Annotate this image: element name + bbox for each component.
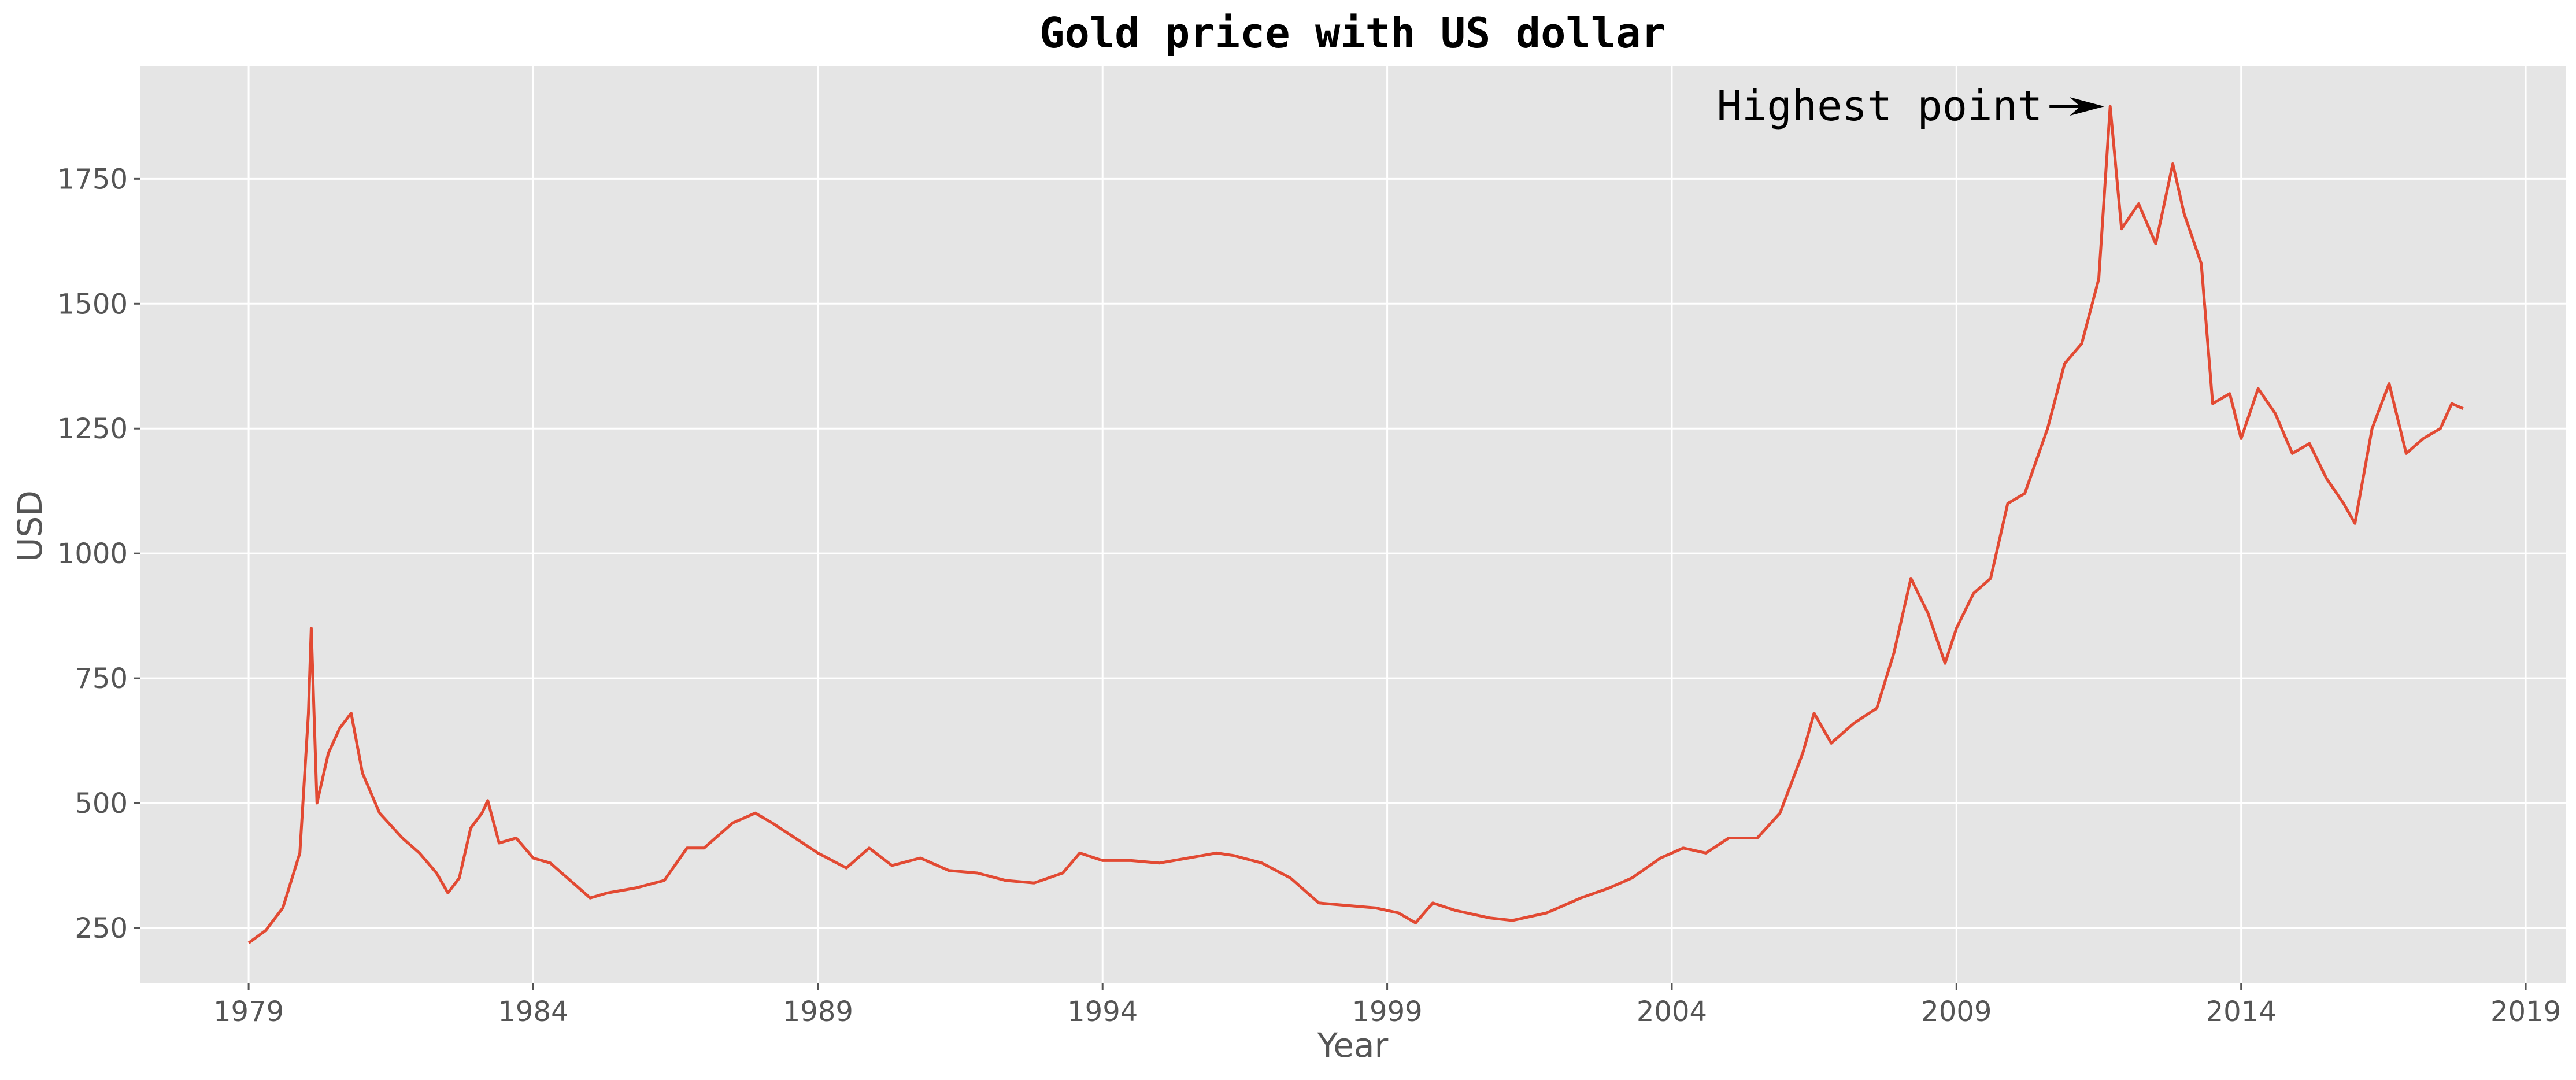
y-tick-label: 1250: [57, 413, 128, 445]
plot-background: [140, 66, 2566, 983]
y-axis-label: USD: [10, 490, 50, 562]
x-axis-ticks: 1979 1984 1989 1994 1999 2004 2009 2014 2019: [213, 983, 2561, 1028]
y-tick-label: 1500: [57, 288, 128, 320]
x-tick-label: 2009: [1921, 996, 1992, 1028]
annotation-arrowhead: [2070, 97, 2105, 116]
x-axis-label: Year: [1317, 1026, 1389, 1065]
gold-price-line: [247, 105, 2464, 944]
x-tick-label: 1979: [213, 996, 284, 1028]
y-tick-label: 1750: [57, 163, 128, 195]
grid-lines: [140, 66, 2566, 983]
x-tick-label: 2019: [2490, 996, 2561, 1028]
y-tick-label: 500: [75, 787, 128, 820]
annotation: Highest point: [1717, 82, 2105, 130]
x-tick-label: 2014: [2206, 996, 2277, 1028]
chart-title: Gold price with US dollar: [1039, 9, 1666, 57]
annotation-text: Highest point: [1717, 82, 2043, 130]
y-tick-label: 750: [75, 663, 128, 695]
x-tick-label: 2004: [1637, 996, 1707, 1028]
y-axis-ticks: 250 500 750 1000 1250 1500 1750: [57, 163, 140, 945]
x-tick-label: 1999: [1352, 996, 1423, 1028]
y-tick-label: 1000: [57, 538, 128, 570]
y-tick-label: 250: [75, 912, 128, 945]
x-tick-label: 1984: [498, 996, 568, 1028]
x-tick-label: 1994: [1067, 996, 1138, 1028]
x-tick-label: 1989: [783, 996, 853, 1028]
